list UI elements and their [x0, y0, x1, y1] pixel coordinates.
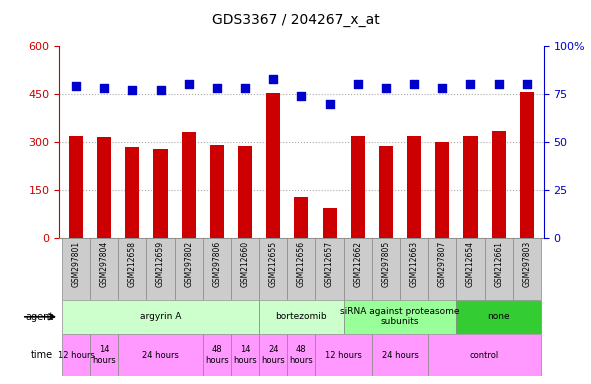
FancyBboxPatch shape	[90, 334, 118, 376]
Text: GSM212663: GSM212663	[410, 241, 418, 287]
FancyBboxPatch shape	[259, 334, 287, 376]
FancyBboxPatch shape	[118, 238, 147, 300]
Point	[268, 76, 278, 82]
Text: argyrin A: argyrin A	[140, 312, 181, 321]
FancyBboxPatch shape	[316, 334, 372, 376]
FancyBboxPatch shape	[428, 238, 456, 300]
FancyBboxPatch shape	[372, 334, 428, 376]
Point	[128, 87, 137, 93]
FancyBboxPatch shape	[62, 334, 90, 376]
Bar	[69, 136, 83, 238]
FancyBboxPatch shape	[513, 238, 541, 300]
Bar	[210, 145, 224, 238]
Text: bortezomib: bortezomib	[275, 312, 327, 321]
Text: 12 hours: 12 hours	[57, 351, 95, 360]
Text: GSM297804: GSM297804	[100, 241, 109, 287]
Text: control: control	[470, 351, 499, 360]
Text: GSM212658: GSM212658	[128, 241, 137, 287]
FancyBboxPatch shape	[203, 334, 231, 376]
Point	[99, 85, 109, 91]
FancyBboxPatch shape	[118, 334, 203, 376]
Point	[466, 81, 475, 88]
Text: 48
hours: 48 hours	[290, 346, 313, 365]
Point	[410, 81, 419, 88]
Text: GSM212654: GSM212654	[466, 241, 475, 287]
Point	[72, 83, 81, 89]
FancyBboxPatch shape	[174, 238, 203, 300]
FancyBboxPatch shape	[428, 334, 541, 376]
FancyBboxPatch shape	[231, 238, 259, 300]
Point	[184, 81, 193, 88]
Text: GSM297807: GSM297807	[438, 241, 447, 287]
Point	[353, 81, 362, 88]
Text: GSM297802: GSM297802	[184, 241, 193, 287]
Bar	[238, 146, 252, 238]
Text: 48
hours: 48 hours	[205, 346, 229, 365]
Bar	[323, 208, 337, 238]
Text: agent: agent	[25, 312, 53, 322]
Point	[212, 85, 222, 91]
FancyBboxPatch shape	[259, 300, 344, 334]
FancyBboxPatch shape	[62, 300, 259, 334]
FancyBboxPatch shape	[287, 238, 316, 300]
Point	[494, 81, 504, 88]
Text: GSM297803: GSM297803	[522, 241, 531, 287]
Text: 24
hours: 24 hours	[261, 346, 285, 365]
FancyBboxPatch shape	[90, 238, 118, 300]
Point	[325, 101, 335, 107]
Bar	[492, 131, 506, 238]
Text: GSM297806: GSM297806	[212, 241, 222, 287]
Point	[156, 87, 165, 93]
Text: GSM212656: GSM212656	[297, 241, 306, 287]
Point	[437, 85, 447, 91]
Bar	[435, 142, 449, 238]
Text: GSM212657: GSM212657	[325, 241, 334, 287]
Text: GSM297805: GSM297805	[381, 241, 391, 287]
FancyBboxPatch shape	[287, 334, 316, 376]
Text: 24 hours: 24 hours	[382, 351, 418, 360]
Text: GSM212662: GSM212662	[353, 241, 362, 287]
Bar	[181, 132, 196, 238]
FancyBboxPatch shape	[231, 334, 259, 376]
Point	[522, 81, 531, 88]
Point	[297, 93, 306, 99]
Point	[241, 85, 250, 91]
Text: time: time	[31, 350, 53, 360]
FancyBboxPatch shape	[372, 238, 400, 300]
Text: none: none	[488, 312, 510, 321]
Text: 14
hours: 14 hours	[92, 346, 116, 365]
FancyBboxPatch shape	[400, 238, 428, 300]
Text: siRNA against proteasome
subunits: siRNA against proteasome subunits	[340, 307, 460, 326]
Text: 24 hours: 24 hours	[142, 351, 179, 360]
FancyBboxPatch shape	[344, 238, 372, 300]
FancyBboxPatch shape	[259, 238, 287, 300]
FancyBboxPatch shape	[485, 238, 513, 300]
FancyBboxPatch shape	[456, 238, 485, 300]
Point	[381, 85, 391, 91]
Bar	[97, 137, 111, 238]
Text: GSM212660: GSM212660	[241, 241, 249, 287]
Bar	[519, 91, 534, 238]
Text: 14
hours: 14 hours	[233, 346, 257, 365]
Text: GSM212655: GSM212655	[269, 241, 278, 287]
Bar	[266, 93, 280, 238]
Bar	[154, 149, 168, 238]
Bar	[350, 136, 365, 238]
Bar	[379, 146, 393, 238]
Bar	[407, 136, 421, 238]
FancyBboxPatch shape	[147, 238, 174, 300]
Text: GSM212661: GSM212661	[494, 241, 503, 287]
FancyBboxPatch shape	[456, 300, 541, 334]
Bar	[125, 147, 139, 238]
Bar	[463, 136, 478, 238]
Text: GSM212659: GSM212659	[156, 241, 165, 287]
FancyBboxPatch shape	[316, 238, 344, 300]
FancyBboxPatch shape	[203, 238, 231, 300]
Text: GSM297801: GSM297801	[72, 241, 80, 287]
FancyBboxPatch shape	[62, 238, 90, 300]
Bar	[294, 197, 309, 238]
Text: GDS3367 / 204267_x_at: GDS3367 / 204267_x_at	[212, 13, 379, 27]
FancyBboxPatch shape	[344, 300, 456, 334]
Text: 12 hours: 12 hours	[325, 351, 362, 360]
